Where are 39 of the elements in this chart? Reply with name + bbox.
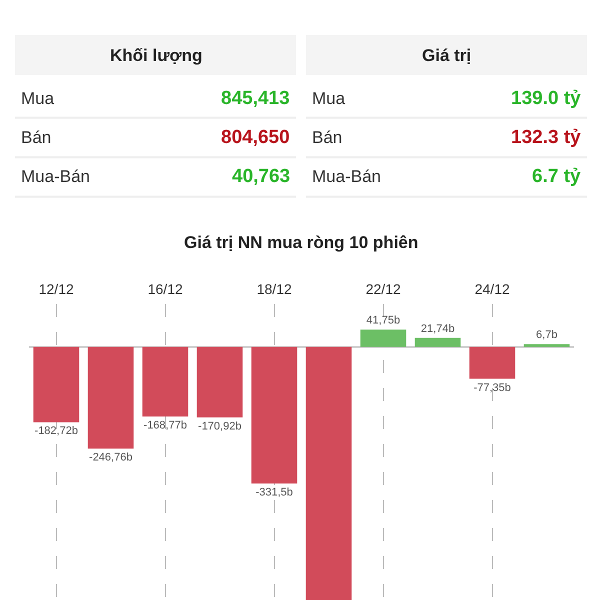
category-label: Bán: [21, 128, 52, 147]
bar: [196, 346, 243, 418]
text: 804,650: [221, 127, 290, 148]
category-label: Bán: [312, 128, 342, 147]
data-label: -77,35b: [474, 382, 511, 394]
bar: [33, 346, 80, 422]
category-label: Mua-Bán: [21, 167, 90, 186]
chart-title: Giá trị NN mua ròng 10 phiên: [184, 233, 418, 252]
bar: [414, 338, 461, 347]
text: 139.0 tỷ: [511, 88, 581, 109]
x-tick-label: 18/12: [256, 281, 292, 298]
text: 40,763: [232, 166, 290, 187]
bar: [306, 346, 352, 600]
data-label: 6,7b: [536, 329, 558, 342]
text: 6.7 tỷ: [532, 166, 581, 187]
x-tick-label: 22/12: [366, 281, 401, 298]
bar: [469, 346, 516, 379]
text: 845,413: [221, 88, 290, 109]
data-label: -182,72b: [34, 425, 78, 438]
text: 132.3 tỷ: [511, 127, 581, 148]
bar: [524, 344, 570, 347]
x-tick-label: 24/12: [474, 281, 510, 298]
text: Giá trị: [422, 46, 472, 65]
x-tick-label: 16/12: [148, 281, 183, 298]
category-label: Mua-Bán: [312, 167, 381, 186]
text: Khối lượng: [110, 46, 202, 65]
category-label: Mua: [21, 89, 55, 108]
data-label: -246,76b: [89, 452, 132, 464]
bar: [88, 346, 134, 449]
x-tick-label: 12/12: [38, 281, 74, 298]
data-label: 41,75b: [366, 314, 400, 327]
data-label: -331,5b: [256, 486, 293, 499]
bar: [360, 330, 406, 347]
bar: [251, 346, 298, 484]
category-label: Mua: [312, 89, 346, 108]
data-label: 21,74b: [420, 322, 455, 335]
data-label: -170,92b: [198, 420, 242, 432]
data-label: -168,77b: [144, 419, 187, 432]
bar: [142, 346, 188, 416]
